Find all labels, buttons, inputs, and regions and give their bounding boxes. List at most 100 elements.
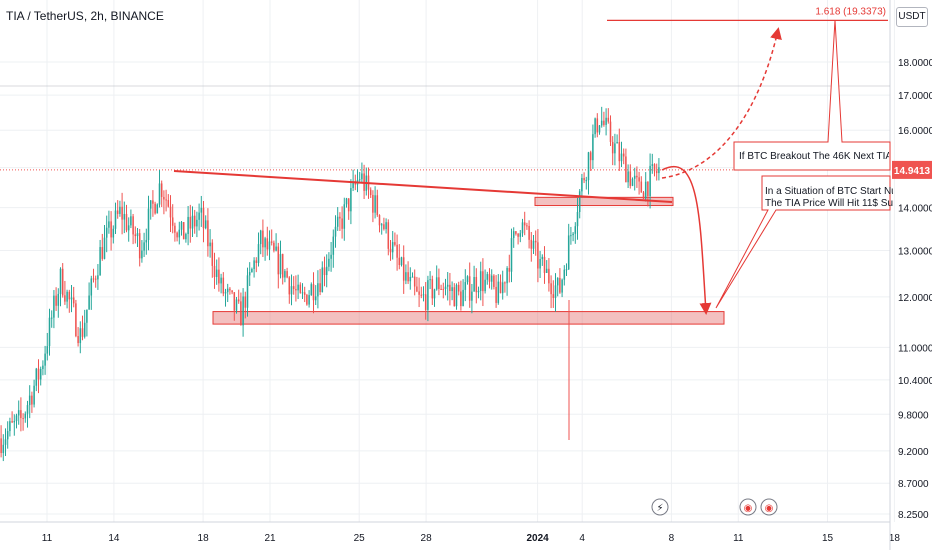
candle-body: [130, 216, 132, 226]
candle-body: [160, 183, 163, 197]
earnings-icon: [739, 498, 757, 516]
candle-body: [136, 233, 139, 237]
candle-body: [418, 291, 420, 295]
candle-body: [464, 282, 467, 290]
candle-body: [539, 259, 541, 269]
candle-body: [471, 291, 473, 301]
candle-body: [121, 206, 123, 220]
candle-body: [383, 224, 385, 230]
candle-body: [119, 206, 121, 214]
candle-body: [409, 276, 412, 282]
candle-body: [202, 207, 205, 229]
candle-body: [556, 277, 559, 286]
candle-body: [369, 189, 372, 195]
candle-body: [220, 277, 222, 284]
candle-body: [125, 213, 128, 231]
candle-body: [380, 224, 383, 226]
candle-body: [48, 317, 51, 347]
candle-body: [268, 241, 271, 250]
candle-body: [176, 232, 178, 238]
candle-body: [625, 156, 627, 183]
candle-body: [629, 171, 632, 186]
candle-body: [517, 233, 519, 237]
candle-body: [616, 142, 618, 144]
candle-body: [31, 395, 33, 405]
candle-body: [449, 284, 451, 292]
candle-body: [587, 152, 590, 181]
candle-body: [86, 309, 88, 323]
bullish-projection-arrow: [661, 27, 782, 179]
candle-body: [290, 286, 293, 295]
candle-body: [400, 257, 403, 266]
candle-body: [167, 200, 170, 207]
x-tick-label: 28: [421, 533, 433, 544]
candle-body: [490, 275, 493, 282]
candle-body: [204, 220, 207, 229]
x-tick-label: 11: [733, 533, 744, 544]
candle-body: [376, 195, 379, 216]
candle-body: [59, 268, 62, 294]
candle-body: [149, 200, 152, 209]
candle-body: [218, 269, 220, 284]
candle-body: [440, 288, 442, 290]
candle-body: [61, 268, 64, 296]
y-tick-label: 11.0000: [898, 343, 932, 354]
candle-body: [108, 221, 110, 228]
candle-body: [332, 236, 335, 255]
candle-body: [50, 317, 53, 319]
candle-body: [391, 242, 394, 253]
candle-body: [576, 211, 579, 227]
candle-body: [15, 415, 18, 421]
candle-body: [319, 283, 321, 293]
candle-body: [147, 208, 150, 240]
candle-body: [233, 292, 236, 311]
candle-body: [501, 282, 504, 294]
candle-body: [240, 301, 242, 326]
candle-body: [198, 212, 200, 220]
candle-body: [431, 279, 434, 299]
candle-body: [156, 204, 159, 214]
candle-body: [273, 242, 275, 251]
candle-body: [411, 276, 414, 278]
candle-body: [114, 210, 117, 229]
candle-body: [585, 180, 588, 182]
candle-body: [321, 267, 324, 293]
candle-body: [473, 277, 475, 292]
y-tick-label: 14.0000: [898, 204, 932, 215]
candle-body: [262, 230, 264, 248]
candle-body: [614, 143, 616, 154]
candle-body: [446, 284, 449, 287]
candle-body: [565, 269, 568, 271]
candle-body: [110, 221, 112, 238]
y-tick-label: 13.0000: [898, 247, 932, 258]
x-tick-label: 21: [264, 533, 276, 544]
support-zone: [212, 311, 725, 325]
candle-body: [387, 222, 390, 249]
candle-body: [497, 281, 500, 303]
last-price-label: 14.9413: [894, 166, 931, 177]
candle-body: [486, 274, 489, 280]
candle-body: [207, 220, 209, 247]
candle-body: [330, 254, 332, 259]
y-tick-label: 18.0000: [898, 58, 932, 69]
candle-body: [97, 275, 99, 280]
candle-body: [468, 276, 471, 301]
candle-body: [592, 134, 594, 161]
candle-body: [578, 191, 581, 212]
candle-body: [286, 271, 288, 278]
callout-downside: [715, 175, 891, 309]
y-tick-label: 16.0000: [898, 126, 932, 137]
candle-body: [35, 368, 38, 386]
candle-body: [453, 287, 456, 307]
candle-body: [231, 290, 233, 293]
candle-body: [385, 222, 387, 230]
candle-body: [435, 277, 438, 290]
currency-button[interactable]: USDT: [896, 7, 928, 27]
y-tick-label: 9.2000: [898, 447, 929, 458]
candle-body: [596, 118, 599, 133]
candle-body: [13, 420, 16, 423]
candle-body: [138, 233, 141, 259]
candle-body: [413, 276, 416, 287]
